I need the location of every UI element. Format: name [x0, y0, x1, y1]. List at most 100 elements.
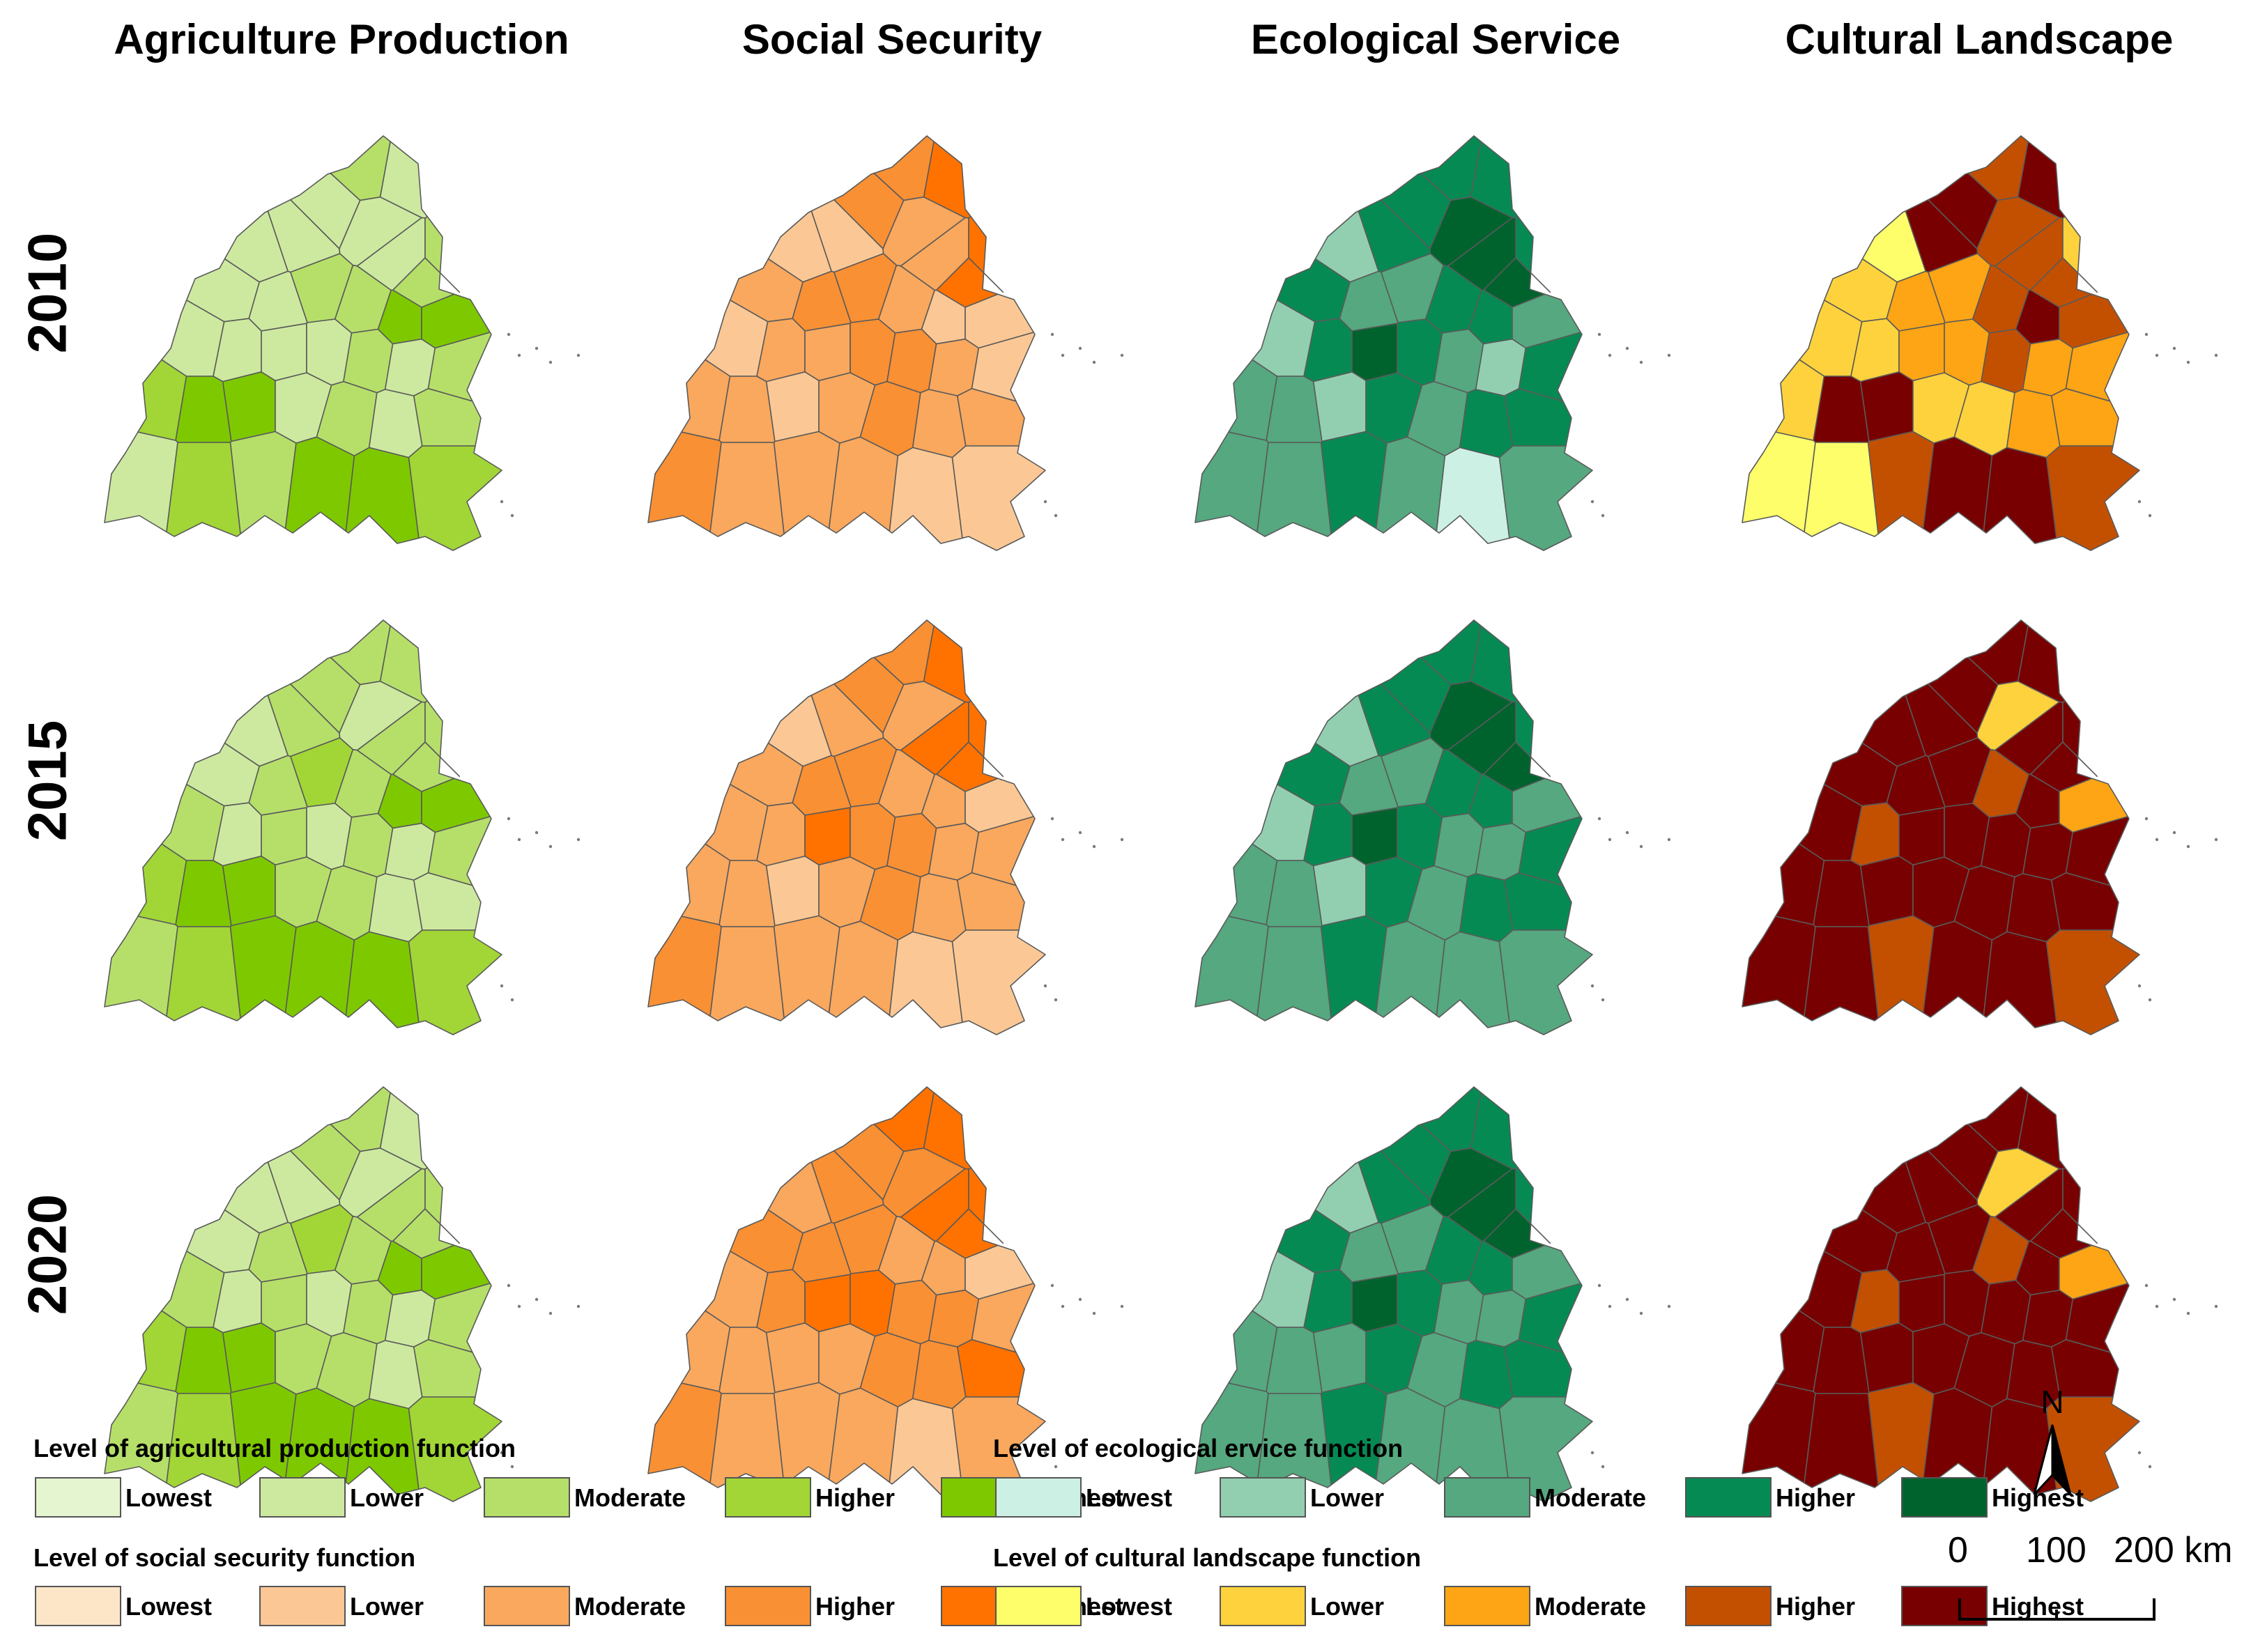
- legend-swatch: [725, 1477, 811, 1518]
- legend-title-cultural: Level of cultural landscape function: [993, 1543, 1422, 1572]
- district-21: [427, 1283, 492, 1353]
- district-34: [408, 1396, 502, 1502]
- district-19: [1981, 1279, 2031, 1345]
- district-17: [1898, 807, 1945, 866]
- district-7: [2062, 1167, 2098, 1244]
- island-3: [548, 360, 553, 364]
- island-3: [2186, 360, 2190, 364]
- legend-swatch: [1685, 1586, 1772, 1626]
- district-19: [1981, 328, 2031, 394]
- district-21: [427, 332, 492, 402]
- island-6: [510, 1465, 514, 1469]
- scale-label-200km: 200 km: [2114, 1530, 2233, 1570]
- district-29: [104, 431, 178, 533]
- district-24: [1312, 1322, 1367, 1394]
- district-20: [384, 822, 436, 881]
- district-7: [2062, 700, 2098, 778]
- district-29: [1194, 916, 1269, 1017]
- district-29: [647, 916, 722, 1017]
- island-2: [1078, 831, 1082, 835]
- district-33: [889, 1398, 963, 1495]
- year-label-2010: 2010: [16, 232, 78, 353]
- district-29: [1194, 1382, 1269, 1484]
- district-19: [343, 328, 394, 394]
- column-title-agriculture: Agriculture Production: [114, 16, 569, 63]
- legend-label: Higher: [815, 1592, 896, 1621]
- island-1: [1608, 353, 1612, 357]
- district-32: [1375, 920, 1446, 1018]
- island-3: [1092, 360, 1096, 364]
- island-4: [1120, 1304, 1124, 1309]
- island-4: [576, 353, 581, 357]
- legend-label: Lower: [350, 1592, 424, 1621]
- island-5: [2137, 1451, 2142, 1455]
- island-0: [1597, 1283, 1601, 1288]
- legend-title-agriculture: Level of agricultural production functio…: [33, 1434, 516, 1462]
- island-2: [535, 831, 539, 835]
- district-19: [343, 812, 394, 878]
- district-32: [828, 920, 899, 1018]
- district-33: [345, 931, 420, 1028]
- island-6: [510, 514, 514, 518]
- district-17: [261, 323, 307, 382]
- district-33: [889, 447, 963, 544]
- district-20: [1475, 822, 1527, 881]
- map-eco-2020: [1181, 1076, 1739, 1508]
- district-21: [2065, 1283, 2130, 1353]
- scale-label-0: 0: [1948, 1530, 1968, 1570]
- district-17: [804, 1274, 851, 1333]
- map-social-2010: [634, 125, 1192, 557]
- legend-label: Higher: [1776, 1483, 1856, 1512]
- district-29: [1742, 431, 1816, 533]
- year-label-2020: 2020: [16, 1194, 78, 1315]
- column-title-ecological-service: Ecological Service: [1250, 16, 1621, 63]
- district-19: [886, 328, 937, 394]
- district-34: [1498, 1396, 1593, 1502]
- island-1: [1061, 353, 1065, 357]
- district-17: [261, 1274, 307, 1333]
- district-17: [1351, 807, 1398, 866]
- district-29: [647, 431, 722, 533]
- island-1: [517, 353, 521, 357]
- district-21: [427, 816, 492, 886]
- district-33: [345, 447, 420, 544]
- district-31: [773, 431, 840, 534]
- district-19: [886, 1279, 937, 1345]
- map-social-2015: [634, 610, 1192, 1042]
- island-4: [1667, 353, 1671, 357]
- district-24: [1312, 371, 1367, 442]
- district-20: [1475, 1289, 1527, 1348]
- map-social-2020: [634, 1076, 1192, 1508]
- district-29: [647, 1382, 722, 1484]
- district-30: [1257, 926, 1332, 1021]
- district-21: [971, 332, 1036, 402]
- island-4: [1120, 353, 1124, 357]
- district-30: [709, 926, 785, 1021]
- map-agri-2015: [91, 610, 648, 1042]
- district-7: [968, 700, 1004, 778]
- legend-swatch: [35, 1586, 121, 1626]
- district-21: [1518, 816, 1583, 886]
- district-20: [928, 1289, 980, 1348]
- legend-label: Lowest: [125, 1483, 213, 1512]
- island-5: [1043, 984, 1047, 988]
- island-2: [1078, 346, 1082, 350]
- island-4: [2214, 837, 2218, 842]
- district-20: [384, 1289, 436, 1348]
- district-29: [1742, 916, 1816, 1017]
- district-20: [2022, 338, 2074, 396]
- legend-label: Lowest: [1086, 1592, 1173, 1621]
- district-7: [968, 216, 1004, 293]
- district-19: [1434, 1279, 1484, 1345]
- district-24: [765, 371, 820, 442]
- legend-swatch: [1685, 1477, 1772, 1518]
- legend-label: Moderate: [1535, 1483, 1647, 1512]
- column-title-social-security: Social Security: [741, 16, 1043, 63]
- legend-swatch: [1220, 1586, 1306, 1626]
- island-2: [2172, 831, 2176, 835]
- district-34: [2045, 1396, 2140, 1502]
- legend-label: Lower: [1310, 1483, 1385, 1512]
- district-33: [345, 1398, 420, 1495]
- district-33: [1436, 447, 1510, 544]
- district-34: [951, 929, 1046, 1035]
